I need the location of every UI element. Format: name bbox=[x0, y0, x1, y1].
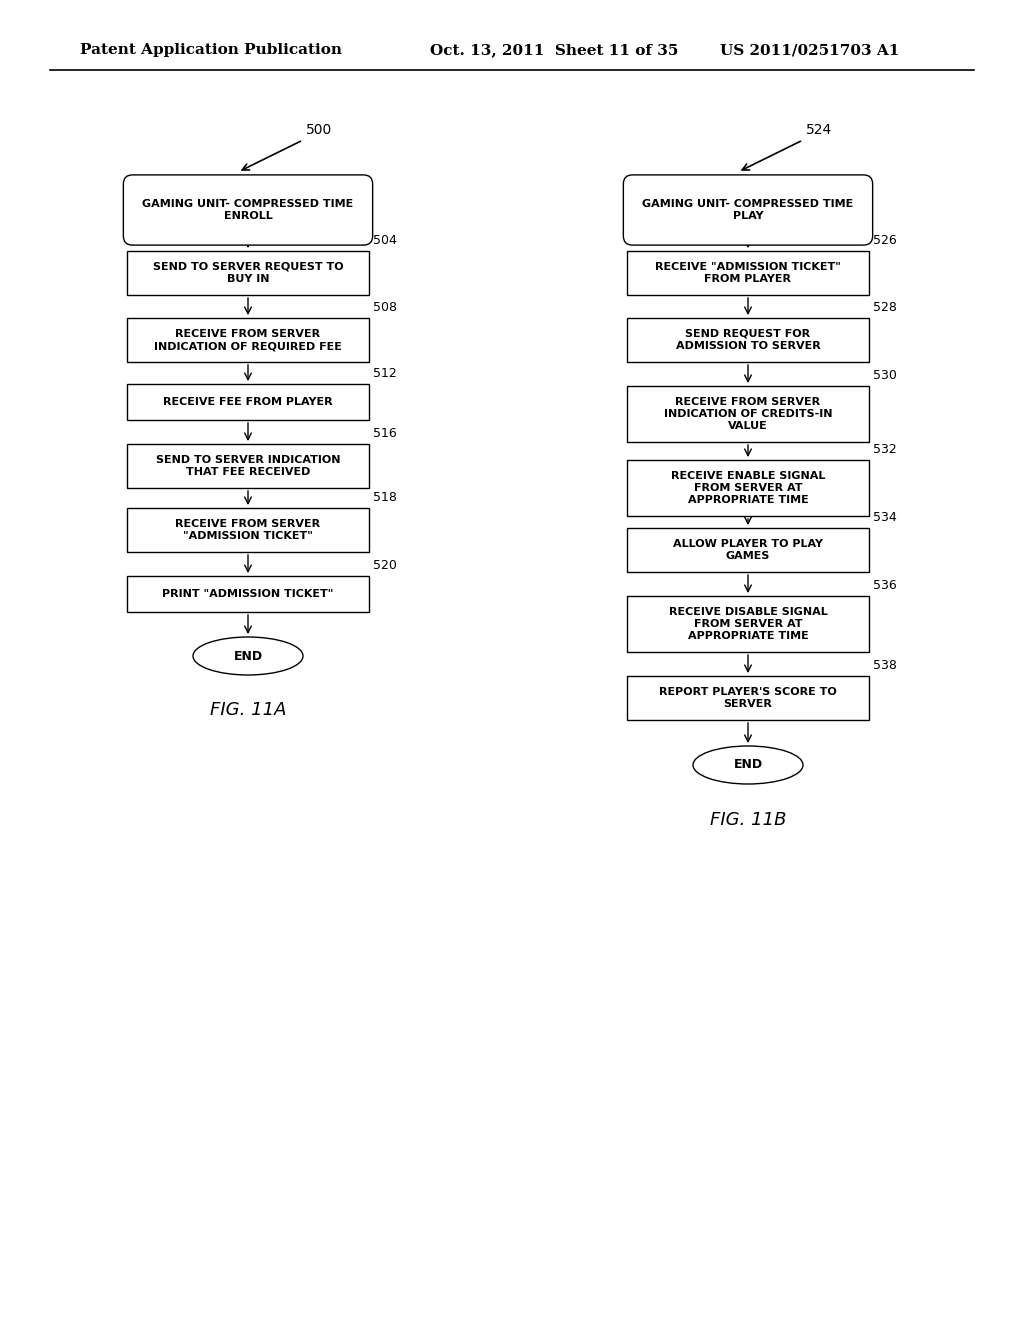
FancyBboxPatch shape bbox=[624, 174, 872, 246]
Bar bbox=[627, 676, 869, 719]
Text: 536: 536 bbox=[873, 579, 897, 591]
Text: 516: 516 bbox=[373, 426, 396, 440]
Text: US 2011/0251703 A1: US 2011/0251703 A1 bbox=[720, 44, 899, 57]
Text: 524: 524 bbox=[806, 123, 833, 137]
Bar bbox=[627, 385, 869, 442]
Text: 530: 530 bbox=[873, 370, 897, 381]
Text: RECEIVE FROM SERVER
"ADMISSION TICKET": RECEIVE FROM SERVER "ADMISSION TICKET" bbox=[175, 519, 321, 541]
Bar bbox=[127, 318, 369, 362]
Text: END: END bbox=[733, 759, 763, 771]
Ellipse shape bbox=[193, 638, 303, 675]
Text: RECEIVE FROM SERVER
INDICATION OF CREDITS-IN
VALUE: RECEIVE FROM SERVER INDICATION OF CREDIT… bbox=[664, 396, 833, 432]
Text: SEND TO SERVER INDICATION
THAT FEE RECEIVED: SEND TO SERVER INDICATION THAT FEE RECEI… bbox=[156, 455, 340, 478]
Ellipse shape bbox=[693, 746, 803, 784]
Text: SEND TO SERVER REQUEST TO
BUY IN: SEND TO SERVER REQUEST TO BUY IN bbox=[153, 261, 343, 284]
Text: ALLOW PLAYER TO PLAY
GAMES: ALLOW PLAYER TO PLAY GAMES bbox=[673, 539, 823, 561]
Text: 520: 520 bbox=[373, 558, 397, 572]
Text: FIG. 11B: FIG. 11B bbox=[710, 810, 786, 829]
Text: 528: 528 bbox=[873, 301, 897, 314]
Text: END: END bbox=[233, 649, 262, 663]
Text: RECEIVE FROM SERVER
INDICATION OF REQUIRED FEE: RECEIVE FROM SERVER INDICATION OF REQUIR… bbox=[154, 329, 342, 351]
Bar bbox=[127, 251, 369, 294]
Bar bbox=[127, 576, 369, 612]
Text: REPORT PLAYER'S SCORE TO
SERVER: REPORT PLAYER'S SCORE TO SERVER bbox=[659, 686, 837, 709]
Text: 508: 508 bbox=[373, 301, 397, 314]
Text: Patent Application Publication: Patent Application Publication bbox=[80, 44, 342, 57]
Bar bbox=[127, 384, 369, 420]
Bar bbox=[627, 251, 869, 294]
Bar bbox=[627, 459, 869, 516]
Text: Oct. 13, 2011  Sheet 11 of 35: Oct. 13, 2011 Sheet 11 of 35 bbox=[430, 44, 678, 57]
Text: GAMING UNIT- COMPRESSED TIME
PLAY: GAMING UNIT- COMPRESSED TIME PLAY bbox=[642, 199, 854, 222]
Text: 534: 534 bbox=[873, 511, 897, 524]
Text: 500: 500 bbox=[306, 123, 332, 137]
Bar bbox=[627, 597, 869, 652]
Text: RECEIVE DISABLE SIGNAL
FROM SERVER AT
APPROPRIATE TIME: RECEIVE DISABLE SIGNAL FROM SERVER AT AP… bbox=[669, 607, 827, 642]
Text: 504: 504 bbox=[373, 234, 397, 247]
Bar bbox=[127, 508, 369, 552]
Text: FIG. 11A: FIG. 11A bbox=[210, 701, 287, 719]
Text: GAMING UNIT- COMPRESSED TIME
ENROLL: GAMING UNIT- COMPRESSED TIME ENROLL bbox=[142, 199, 353, 222]
Text: SEND REQUEST FOR
ADMISSION TO SERVER: SEND REQUEST FOR ADMISSION TO SERVER bbox=[676, 329, 820, 351]
FancyBboxPatch shape bbox=[123, 174, 373, 246]
Text: RECEIVE FEE FROM PLAYER: RECEIVE FEE FROM PLAYER bbox=[163, 397, 333, 407]
Bar bbox=[127, 444, 369, 488]
Text: 518: 518 bbox=[373, 491, 397, 504]
Text: 526: 526 bbox=[873, 234, 897, 247]
Text: 532: 532 bbox=[873, 444, 897, 455]
Text: 512: 512 bbox=[373, 367, 396, 380]
Text: RECEIVE ENABLE SIGNAL
FROM SERVER AT
APPROPRIATE TIME: RECEIVE ENABLE SIGNAL FROM SERVER AT APP… bbox=[671, 471, 825, 506]
Text: 538: 538 bbox=[873, 659, 897, 672]
Text: RECEIVE "ADMISSION TICKET"
FROM PLAYER: RECEIVE "ADMISSION TICKET" FROM PLAYER bbox=[655, 261, 841, 284]
Bar bbox=[627, 528, 869, 572]
Text: PRINT "ADMISSION TICKET": PRINT "ADMISSION TICKET" bbox=[163, 589, 334, 599]
Bar bbox=[627, 318, 869, 362]
